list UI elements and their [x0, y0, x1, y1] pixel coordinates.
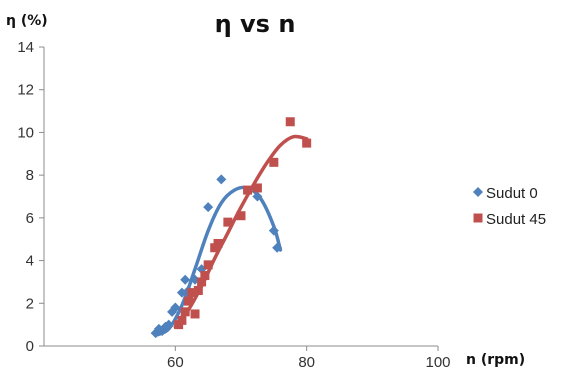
y-tick-label: 6 — [26, 210, 34, 227]
legend-label-sudut-45: Sudut 45 — [486, 211, 546, 228]
data-point-square — [190, 309, 200, 319]
data-point-square — [183, 296, 193, 306]
data-point-diamond — [163, 319, 174, 330]
data-point-square — [200, 271, 210, 281]
x-tick-label: 100 — [425, 354, 450, 371]
legend-marker-square — [473, 213, 483, 223]
data-point-diamond — [203, 202, 214, 213]
y-tick-label: 8 — [26, 167, 34, 184]
data-point-square — [285, 117, 295, 127]
chart-title: η vs n — [215, 10, 296, 38]
y-ticks: 0 2 4 6 8 10 12 14 — [17, 39, 44, 355]
data-point-square — [180, 307, 190, 317]
data-point-diamond — [170, 302, 181, 313]
data-points — [150, 117, 312, 339]
y-tick-label: 2 — [26, 295, 34, 312]
data-point-square — [302, 138, 312, 148]
data-point-square — [197, 277, 207, 287]
legend-item-sudut-45: Sudut 45 — [473, 211, 546, 228]
data-point-square — [193, 285, 203, 295]
data-point-diamond — [252, 191, 263, 202]
data-point-square — [252, 183, 262, 193]
x-axis-label: n (rpm) — [466, 352, 525, 368]
y-tick-label: 4 — [26, 253, 34, 270]
data-point-square — [203, 260, 213, 270]
data-point-square — [243, 185, 253, 195]
data-point-diamond — [216, 174, 227, 185]
data-point-square — [236, 211, 246, 221]
data-point-square — [187, 288, 197, 298]
data-point-square — [177, 315, 187, 325]
y-tick-label: 10 — [17, 124, 34, 141]
legend-marker-diamond — [473, 187, 483, 197]
legend-item-sudut-0: Sudut 0 — [473, 185, 538, 202]
legend: Sudut 0 Sudut 45 — [473, 185, 546, 228]
data-point-square — [213, 238, 223, 248]
x-tick-label: 80 — [298, 354, 315, 371]
data-point-square — [269, 157, 279, 167]
data-point-diamond — [180, 274, 191, 285]
y-axis-label: η (%) — [6, 13, 48, 29]
y-tick-label: 14 — [17, 39, 34, 56]
x-ticks: 60 80 100 — [167, 346, 451, 371]
legend-label-sudut-0: Sudut 0 — [486, 185, 538, 202]
x-tick-label: 60 — [167, 354, 184, 371]
data-point-diamond — [272, 242, 283, 253]
data-point-square — [223, 217, 233, 227]
y-tick-label: 12 — [17, 82, 34, 99]
y-tick-label: 0 — [26, 338, 34, 355]
trendline-series-0 — [153, 185, 283, 338]
data-point-diamond — [268, 225, 279, 236]
